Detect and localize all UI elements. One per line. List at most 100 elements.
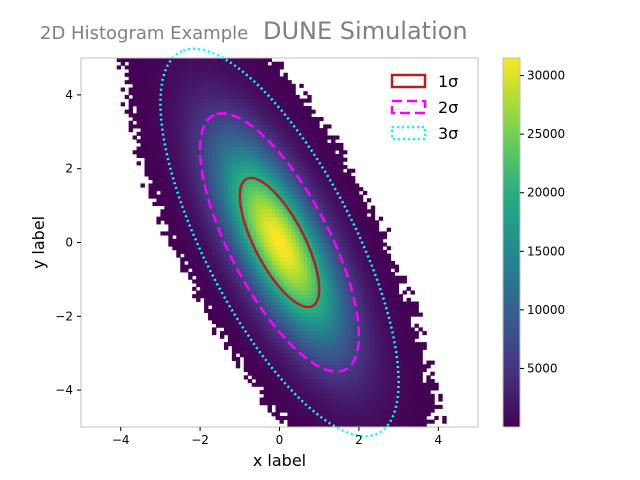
heatmap-cell bbox=[311, 183, 316, 188]
heatmap-cell bbox=[343, 220, 348, 225]
heatmap-cell bbox=[331, 327, 336, 332]
heatmap-cell bbox=[307, 264, 312, 269]
heatmap-cell bbox=[299, 297, 304, 302]
heatmap-cell bbox=[227, 279, 233, 284]
heatmap-cell bbox=[339, 412, 344, 417]
heatmap-cell bbox=[287, 390, 292, 395]
heatmap-cell bbox=[267, 367, 272, 373]
heatmap-cell bbox=[370, 342, 376, 347]
heatmap-cell bbox=[287, 249, 292, 254]
heatmap-cell bbox=[148, 69, 153, 74]
heatmap-cell bbox=[271, 275, 276, 280]
heatmap-cell bbox=[434, 386, 439, 391]
heatmap-cell bbox=[358, 216, 364, 221]
heatmap-cell bbox=[180, 109, 185, 114]
heatmap-cell bbox=[251, 146, 257, 151]
heatmap-cell bbox=[414, 379, 419, 384]
heatmap-cell bbox=[231, 187, 237, 192]
heatmap-cell bbox=[184, 58, 189, 63]
heatmap-cell bbox=[414, 360, 419, 365]
heatmap-cell bbox=[259, 379, 265, 384]
heatmap-cell bbox=[196, 153, 201, 159]
heatmap-cell bbox=[339, 153, 344, 159]
heatmap-cell bbox=[362, 238, 368, 243]
heatmap-cell bbox=[271, 172, 276, 177]
heatmap-cell bbox=[315, 139, 320, 144]
heatmap-cell bbox=[354, 349, 360, 354]
heatmap-cell bbox=[358, 246, 364, 251]
heatmap-cell bbox=[398, 327, 403, 332]
heatmap-cell bbox=[279, 113, 284, 118]
heatmap-cell bbox=[164, 157, 169, 162]
heatmap-cell bbox=[275, 294, 280, 299]
heatmap-cell bbox=[132, 135, 137, 140]
heatmap-cell bbox=[247, 172, 253, 177]
heatmap-cell bbox=[303, 224, 308, 229]
heatmap-cell bbox=[311, 209, 316, 214]
heatmap-cell bbox=[438, 404, 443, 409]
heatmap-cell bbox=[188, 176, 193, 181]
heatmap-cell bbox=[307, 142, 312, 147]
heatmap-cell bbox=[235, 246, 241, 251]
heatmap-cell bbox=[319, 168, 324, 173]
heatmap-cell bbox=[323, 135, 328, 140]
heatmap-cell bbox=[370, 246, 376, 251]
heatmap-cell bbox=[212, 209, 217, 214]
heatmap-cell bbox=[366, 242, 372, 247]
heatmap-cell bbox=[223, 257, 229, 262]
heatmap-cell bbox=[223, 345, 229, 350]
heatmap-cell bbox=[168, 179, 173, 184]
heatmap-cell bbox=[374, 275, 380, 280]
heatmap-cell bbox=[243, 231, 249, 236]
heatmap-cell bbox=[176, 80, 181, 85]
heatmap-cell bbox=[358, 319, 364, 325]
heatmap-cell bbox=[208, 312, 213, 317]
heatmap-cell bbox=[414, 331, 419, 336]
heatmap-cell bbox=[279, 375, 284, 380]
heatmap-cell bbox=[204, 212, 209, 218]
heatmap-cell bbox=[231, 183, 237, 188]
heatmap-cell bbox=[339, 375, 344, 380]
heatmap-cell bbox=[251, 83, 257, 88]
heatmap-cell bbox=[204, 290, 209, 295]
heatmap-cell bbox=[247, 353, 253, 358]
heatmap-cell bbox=[231, 249, 237, 254]
heatmap-cell bbox=[291, 294, 296, 299]
heatmap-cell bbox=[243, 117, 249, 122]
heatmap-cell bbox=[271, 286, 276, 291]
heatmap-cell bbox=[223, 286, 229, 291]
heatmap-cell bbox=[275, 72, 280, 77]
heatmap-cell bbox=[160, 146, 165, 151]
heatmap-cell bbox=[263, 168, 268, 173]
heatmap-cell bbox=[339, 301, 344, 306]
heatmap-cell bbox=[176, 157, 181, 162]
heatmap-cell bbox=[184, 83, 189, 88]
heatmap-cell bbox=[323, 412, 328, 417]
heatmap-cell bbox=[303, 139, 308, 144]
heatmap-cell bbox=[335, 415, 340, 421]
heatmap-cell bbox=[390, 290, 396, 295]
heatmap-cell bbox=[259, 275, 265, 280]
heatmap-cell bbox=[386, 356, 392, 361]
heatmap-cell bbox=[323, 231, 328, 236]
heatmap-cell bbox=[239, 227, 245, 232]
heatmap-cell bbox=[243, 65, 249, 70]
heatmap-cell bbox=[263, 379, 268, 384]
heatmap-cell bbox=[255, 183, 261, 188]
heatmap-cell bbox=[164, 201, 169, 206]
heatmap-cell bbox=[227, 231, 233, 236]
heatmap-cell bbox=[307, 342, 312, 347]
heatmap-cell bbox=[243, 165, 249, 170]
heatmap-cell bbox=[275, 168, 280, 173]
heatmap-cell bbox=[255, 76, 261, 81]
heatmap-cell bbox=[311, 146, 316, 151]
heatmap-cell bbox=[128, 61, 134, 66]
heatmap-cell bbox=[275, 390, 280, 395]
heatmap-cell bbox=[374, 349, 380, 354]
heatmap-cell bbox=[346, 187, 352, 192]
heatmap-cell bbox=[374, 238, 380, 243]
heatmap-cell bbox=[259, 283, 265, 288]
heatmap-cell bbox=[223, 279, 229, 284]
heatmap-cell bbox=[327, 305, 332, 310]
heatmap-cell bbox=[343, 342, 348, 347]
